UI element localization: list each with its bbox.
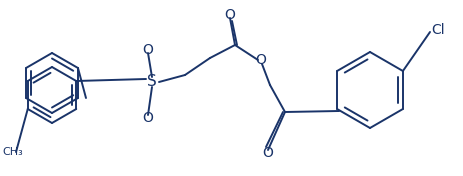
Text: O: O <box>143 111 153 125</box>
Text: CH₃: CH₃ <box>3 147 23 157</box>
Text: S: S <box>147 74 157 90</box>
Text: O: O <box>256 53 266 67</box>
Text: O: O <box>225 8 236 22</box>
Text: O: O <box>143 43 153 57</box>
Text: Cl: Cl <box>431 23 445 37</box>
Text: O: O <box>263 146 274 160</box>
